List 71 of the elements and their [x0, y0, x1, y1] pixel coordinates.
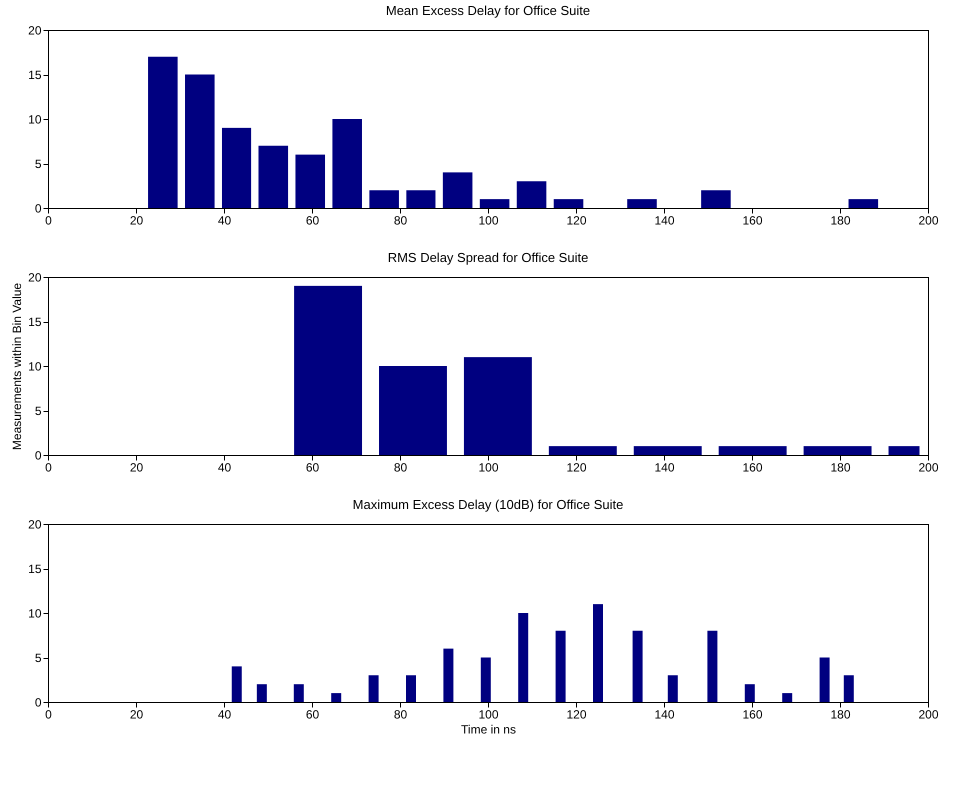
y-tick-label: 15: [28, 562, 42, 576]
y-tick-label: 20: [28, 24, 42, 38]
x-tick-label: 140: [654, 214, 675, 228]
x-tick-label: 60: [306, 460, 320, 474]
y-tick-label: 20: [28, 270, 42, 284]
x-tick-label: 180: [830, 214, 851, 228]
x-tick-label: 180: [830, 460, 851, 474]
x-tick-label: 180: [830, 708, 851, 722]
bar: [668, 675, 678, 702]
chart-title: Maximum Excess Delay (10dB) for Office Suite: [352, 497, 624, 512]
bar: [294, 684, 304, 702]
x-tick-label: 100: [478, 708, 499, 722]
bar: [844, 675, 854, 702]
x-tick-label: 20: [130, 214, 144, 228]
bar: [782, 693, 792, 702]
bar: [480, 658, 491, 702]
y-tick-label: 0: [34, 696, 42, 710]
bar: [744, 684, 755, 702]
x-tick-label: 80: [394, 214, 408, 228]
y-tick-label: 0: [34, 448, 42, 462]
x-tick-label: 200: [918, 214, 939, 228]
x-tick-label: 60: [306, 708, 320, 722]
x-tick-label: 200: [918, 460, 939, 474]
x-tick-label: 200: [918, 708, 939, 722]
y-axis-title: Measurements within Bin Value: [10, 282, 24, 450]
x-tick-label: 40: [218, 460, 232, 474]
x-tick-label: 160: [742, 460, 763, 474]
x-tick-label: 140: [654, 708, 675, 722]
bar: [820, 658, 830, 702]
x-axis-title: Time in ns: [461, 722, 516, 736]
x-tick-label: 20: [130, 708, 144, 722]
y-tick-label: 0: [34, 202, 42, 216]
bar: [368, 675, 379, 702]
x-tick-label: 40: [218, 214, 232, 228]
x-tick-label: 80: [394, 460, 408, 474]
x-tick-label: 0: [45, 214, 52, 228]
x-tick-label: 160: [742, 708, 763, 722]
bar: [406, 675, 416, 702]
x-tick-label: 100: [478, 214, 499, 228]
y-tick-label: 10: [28, 606, 42, 620]
bar: [707, 630, 718, 702]
bar: [232, 666, 242, 702]
bar: [256, 684, 267, 702]
x-tick-label: 40: [218, 708, 232, 722]
y-tick-label: 15: [28, 68, 42, 82]
y-tick-label: 5: [34, 157, 42, 171]
chart-title: RMS Delay Spread for Office Suite: [388, 250, 588, 265]
y-tick-label: 5: [34, 404, 42, 418]
bar: [518, 613, 528, 702]
y-tick-label: 10: [28, 360, 42, 374]
bar: [593, 604, 603, 702]
y-tick-label: 5: [34, 651, 42, 665]
bar: [632, 630, 643, 702]
x-tick-label: 100: [478, 460, 499, 474]
x-tick-label: 80: [394, 708, 408, 722]
chart-title: Mean Excess Delay for Office Suite: [386, 3, 590, 18]
x-tick-label: 120: [566, 708, 587, 722]
x-tick-label: 160: [742, 214, 763, 228]
y-tick-label: 10: [28, 112, 42, 126]
x-tick-label: 120: [566, 460, 587, 474]
x-tick-label: 60: [306, 214, 320, 228]
x-tick-label: 140: [654, 460, 675, 474]
bar: [331, 693, 342, 702]
bar: [443, 648, 454, 702]
y-tick-label: 20: [28, 518, 42, 532]
x-tick-label: 0: [45, 708, 52, 722]
bar: [556, 630, 566, 702]
x-tick-label: 120: [566, 214, 587, 228]
x-tick-label: 20: [130, 460, 144, 474]
x-tick-label: 0: [45, 460, 52, 474]
y-tick-label: 15: [28, 315, 42, 329]
